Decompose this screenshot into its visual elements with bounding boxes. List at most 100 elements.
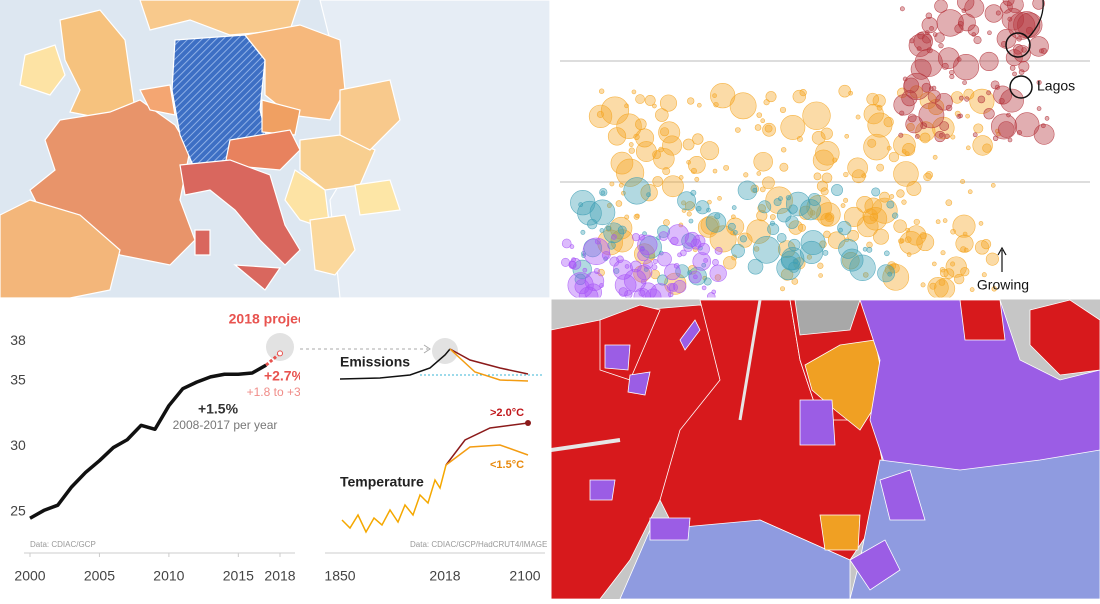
bubble bbox=[593, 267, 600, 274]
bubble bbox=[723, 164, 730, 171]
bubble bbox=[600, 96, 630, 125]
bubble bbox=[901, 90, 918, 107]
bubble bbox=[645, 288, 662, 298]
bubble bbox=[707, 199, 712, 205]
bubble bbox=[901, 199, 907, 205]
bubble bbox=[1039, 48, 1044, 54]
bubble bbox=[712, 168, 718, 174]
bubble bbox=[907, 113, 917, 123]
bubble bbox=[1007, 137, 1013, 143]
bubble bbox=[792, 258, 799, 265]
annotation: +1.5% bbox=[198, 401, 239, 417]
bubble bbox=[651, 264, 658, 271]
bubble bbox=[964, 96, 970, 102]
bubble bbox=[629, 260, 642, 273]
bubble bbox=[802, 101, 831, 130]
bubble bbox=[649, 283, 671, 298]
bubble bbox=[682, 138, 695, 151]
bubble bbox=[871, 187, 881, 197]
bubble bbox=[603, 222, 625, 244]
bubble bbox=[847, 157, 868, 179]
bubble bbox=[799, 199, 822, 221]
bubble bbox=[960, 267, 970, 277]
bubble bbox=[700, 141, 720, 161]
bubble bbox=[791, 278, 799, 285]
bubble bbox=[966, 145, 971, 151]
bubble bbox=[598, 88, 605, 94]
x-tick-label: 2018 bbox=[264, 568, 295, 584]
bubble bbox=[910, 58, 932, 80]
bubble bbox=[958, 95, 964, 101]
x-tick-label: 2000 bbox=[14, 568, 45, 584]
bubble bbox=[916, 46, 922, 52]
bubble bbox=[639, 235, 662, 259]
bubble bbox=[767, 223, 780, 236]
bubble bbox=[759, 186, 766, 193]
bubble bbox=[876, 104, 883, 111]
bubble bbox=[984, 4, 1003, 23]
bubble bbox=[909, 85, 923, 99]
bubble bbox=[769, 214, 776, 220]
bubble bbox=[707, 292, 716, 298]
bubble bbox=[953, 273, 965, 285]
bubble bbox=[906, 252, 912, 257]
bubble bbox=[680, 249, 687, 257]
bubble bbox=[955, 234, 974, 253]
bubble bbox=[844, 133, 850, 139]
bubble bbox=[811, 131, 826, 145]
bubble bbox=[913, 218, 920, 226]
bubble bbox=[921, 82, 932, 93]
bubble bbox=[690, 167, 697, 175]
bubble bbox=[628, 147, 635, 154]
bubble bbox=[990, 183, 996, 188]
bubble bbox=[690, 238, 702, 250]
bubble bbox=[939, 267, 946, 273]
bubble bbox=[939, 121, 950, 131]
bubble bbox=[713, 101, 719, 108]
bubble bbox=[917, 32, 925, 40]
bubble bbox=[908, 34, 932, 57]
bubble bbox=[957, 0, 975, 11]
bubble bbox=[904, 236, 912, 243]
bubble bbox=[914, 134, 920, 139]
bubble bbox=[639, 245, 645, 251]
bubble bbox=[737, 232, 753, 248]
bubble bbox=[714, 246, 723, 255]
bubble bbox=[808, 192, 821, 206]
bubble bbox=[799, 89, 807, 97]
bubble bbox=[923, 172, 932, 182]
bubble bbox=[863, 207, 888, 231]
bubble bbox=[615, 200, 623, 207]
bubble bbox=[1018, 61, 1030, 72]
bubble bbox=[769, 220, 775, 226]
bubble bbox=[884, 250, 890, 257]
bubble bbox=[1009, 65, 1016, 71]
bubble bbox=[616, 113, 642, 139]
x-tick-label: 2010 bbox=[153, 568, 184, 584]
y-tick-label: 25 bbox=[10, 502, 26, 518]
bubble bbox=[692, 252, 711, 271]
bubble bbox=[697, 217, 719, 238]
bubble bbox=[920, 282, 926, 288]
bubble bbox=[893, 161, 919, 187]
bubble bbox=[574, 279, 590, 295]
bubble bbox=[831, 184, 843, 196]
bubble bbox=[684, 201, 696, 212]
bubble bbox=[903, 77, 920, 94]
bubble bbox=[972, 135, 993, 156]
bubble bbox=[889, 194, 895, 199]
bubble bbox=[785, 215, 799, 229]
bubble bbox=[973, 123, 984, 134]
bubble bbox=[780, 286, 786, 292]
bubble bbox=[876, 163, 885, 172]
bubble bbox=[887, 271, 893, 277]
bubble bbox=[607, 241, 616, 250]
bubble bbox=[727, 222, 736, 231]
bubble bbox=[939, 268, 949, 278]
bubble bbox=[589, 199, 616, 226]
bubble bbox=[866, 241, 873, 249]
bubble bbox=[703, 258, 708, 263]
bubble bbox=[936, 9, 964, 37]
bubble bbox=[849, 254, 876, 281]
